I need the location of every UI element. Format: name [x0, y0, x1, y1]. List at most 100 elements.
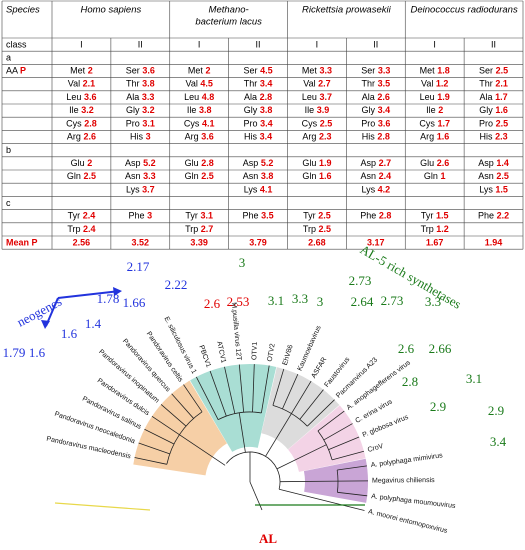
branch: [291, 380, 312, 414]
amino-acid: Leu: [420, 92, 435, 102]
cell: Ile 3.8: [187, 105, 212, 115]
cell: Asn 3.3: [125, 171, 156, 181]
species-name: Rickettsia prowasekii: [302, 5, 392, 16]
p-value: 2.5: [201, 171, 214, 181]
aars-score: 1.4: [85, 316, 102, 331]
p-value: 3.3: [319, 66, 332, 76]
cell: Glu 1.9: [302, 158, 331, 168]
aars-score: 2.22: [165, 277, 188, 292]
aars-score: 3.3: [292, 291, 308, 306]
mean-value: 3.17: [367, 237, 385, 247]
amino-acid: Trp: [67, 224, 80, 234]
cell: Tyr 3.1: [185, 211, 213, 221]
p-value: 2.5: [319, 224, 332, 234]
cell: Thr 3.8: [126, 79, 155, 89]
cell: Gly 3.8: [244, 105, 273, 115]
p-value: 3.6: [201, 132, 214, 142]
amino-acid: Trp: [421, 224, 434, 234]
p-value: 4.1: [202, 119, 215, 129]
aars-score: 1.66: [123, 295, 146, 310]
root-line: [54, 502, 151, 511]
cell: Asn 2.5: [478, 171, 509, 181]
class-value: I: [433, 39, 436, 49]
cell: Phe 2.2: [478, 211, 509, 221]
p-value: 3.5: [378, 79, 391, 89]
mean-value: 1.94: [485, 237, 503, 247]
branch: [224, 366, 236, 414]
amino-acid: Thr: [126, 79, 140, 89]
branch: [265, 413, 292, 457]
p-value: 3.3: [143, 171, 156, 181]
amino-acid: Tyr: [185, 211, 198, 221]
amino-acid: Gly: [244, 105, 258, 115]
amino-acid: Cys: [302, 119, 318, 129]
p-label: P: [20, 66, 26, 76]
p-value: 2.8: [201, 158, 214, 168]
aars-score: 2.73: [349, 273, 372, 288]
branch: [138, 442, 170, 455]
p-value: 3: [146, 132, 151, 142]
leaf-label: A. moorei entomopoxvirus: [367, 508, 448, 535]
cell: Arg 1.6: [420, 132, 449, 142]
amino-acid: Phe: [243, 211, 259, 221]
p-value: 1.8: [437, 66, 450, 76]
branch: [276, 444, 327, 470]
branch: [299, 389, 324, 420]
branch: [272, 368, 285, 406]
cell: Asp 5.2: [243, 158, 274, 168]
class-value: II: [373, 39, 378, 49]
amino-acid: His: [130, 132, 143, 142]
species-name: bacterium lacus: [195, 17, 262, 28]
p-value: 1.2: [436, 79, 449, 89]
aars-score: 3.3: [425, 294, 441, 309]
branch: [160, 404, 187, 427]
aars-score: 1.6: [61, 326, 78, 341]
cell: Ile 3.9: [305, 105, 330, 115]
p-value: 2.8: [377, 132, 390, 142]
p-value: 2.4: [83, 211, 96, 221]
p-value: 3.8: [199, 105, 212, 115]
p-value: 1.6: [495, 105, 508, 115]
amino-acid: Ala: [480, 92, 493, 102]
amino-acid: Gln: [302, 171, 316, 181]
p-value: 2.3: [319, 132, 332, 142]
cell: Cys 1.7: [419, 119, 450, 129]
p-value: 1: [440, 171, 445, 181]
amino-acid: Val: [186, 79, 198, 89]
amino-acid: Gly: [362, 105, 376, 115]
amino-acid: Lys: [479, 185, 493, 195]
cell: Val 1.2: [421, 79, 448, 89]
tree-decor: [41, 287, 122, 329]
cell: Met 2: [70, 66, 93, 76]
root-branch: [249, 481, 263, 511]
branch: [226, 451, 281, 490]
amino-acid: Ile: [69, 105, 79, 115]
amino-acid: Asp: [478, 158, 494, 168]
branch: [179, 434, 226, 466]
cell: Lys 4.2: [361, 185, 390, 195]
cell: Leu 4.8: [184, 92, 214, 102]
branch: [279, 488, 365, 511]
cell: Met 1.8: [420, 66, 450, 76]
leaf-label: OTV1: [251, 342, 259, 361]
p-value: 2.6: [377, 92, 390, 102]
class-value: I: [316, 39, 319, 49]
amino-acid: Asp: [243, 158, 259, 168]
amino-acid: Leu: [66, 92, 81, 102]
mean-value: 3.52: [132, 237, 150, 247]
aars-score: 3: [239, 255, 246, 270]
cell: Tyr 1.5: [421, 211, 449, 221]
amino-acid: Ile: [187, 105, 197, 115]
clade-wedge: [133, 380, 227, 476]
p-value: 1.5: [436, 211, 449, 221]
p-value: 4.2: [378, 185, 391, 195]
mean-value: 1.67: [426, 237, 444, 247]
p-value: 4.1: [260, 185, 273, 195]
cell: Gln 1.6: [302, 171, 331, 181]
p-value: 1.6: [437, 132, 450, 142]
branch: [272, 404, 308, 427]
amino-acid: Phe: [129, 211, 145, 221]
leaf-label: A. polyphaga mimivirus: [370, 452, 443, 469]
p-value: 2.7: [318, 79, 331, 89]
mean-value: 2.68: [308, 237, 326, 247]
